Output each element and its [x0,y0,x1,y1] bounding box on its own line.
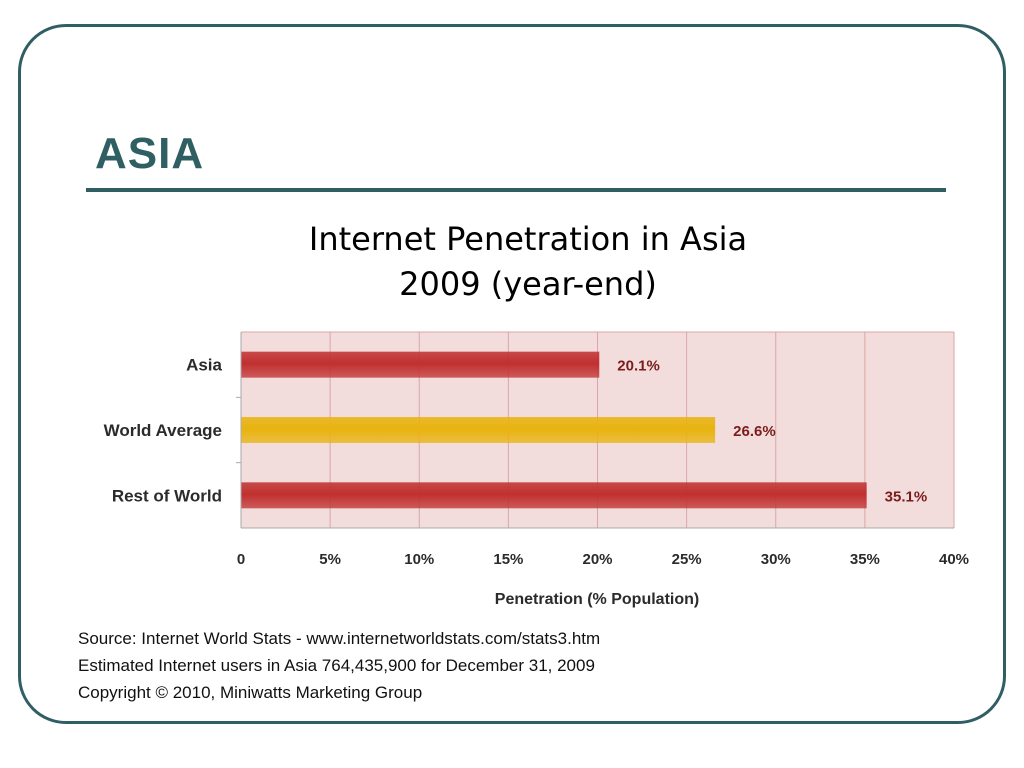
x-tick-label: 25% [672,551,702,568]
bar-asia [241,351,600,378]
value-label: 35.1% [885,488,928,505]
x-tick-label: 20% [582,551,612,568]
category-label: World Average [104,421,222,440]
bar-world-average [241,417,716,443]
x-axis-title: Penetration (% Population) [495,591,699,608]
value-label: 26.6% [733,423,776,440]
category-label: Asia [186,356,222,375]
chart-title: Internet Penetration in Asia [309,220,747,258]
estimate-line: Estimated Internet users in Asia 764,435… [78,656,595,675]
slide-frame [18,24,1006,724]
slide-title: ASIA [95,129,205,178]
x-tick-label: 10% [404,551,434,568]
source-line: Source: Internet World Stats - www.inter… [78,629,601,648]
x-tick-label: 0 [237,551,245,568]
bar-rest-of-world [241,482,867,509]
x-tick-label: 15% [493,551,523,568]
axes: 0 5% 10% 15% 20% 25% 30% 35% 40% Asia World Averag… [104,332,969,568]
title-rule [86,188,946,192]
chart-panel: Internet Penetration in Asia 2009 (year-… [78,208,984,708]
copyright-line: Copyright © 2010, Miniwatts Marketing Gr… [78,683,423,702]
source-notes: Source: Internet World Stats - www.inter… [78,625,978,706]
chart-subtitle: 2009 (year-end) [399,265,657,303]
value-label: 20.1% [617,358,660,375]
chart-svg: Internet Penetration in Asia 2009 (year-… [104,220,969,608]
x-tick-label: 5% [319,551,341,568]
x-tick-label: 30% [761,551,791,568]
category-label: Rest of World [112,486,222,505]
x-tick-label: 35% [850,551,880,568]
x-tick-label: 40% [939,551,969,568]
bars: 20.1% 26.6% 35.1% [241,351,928,509]
